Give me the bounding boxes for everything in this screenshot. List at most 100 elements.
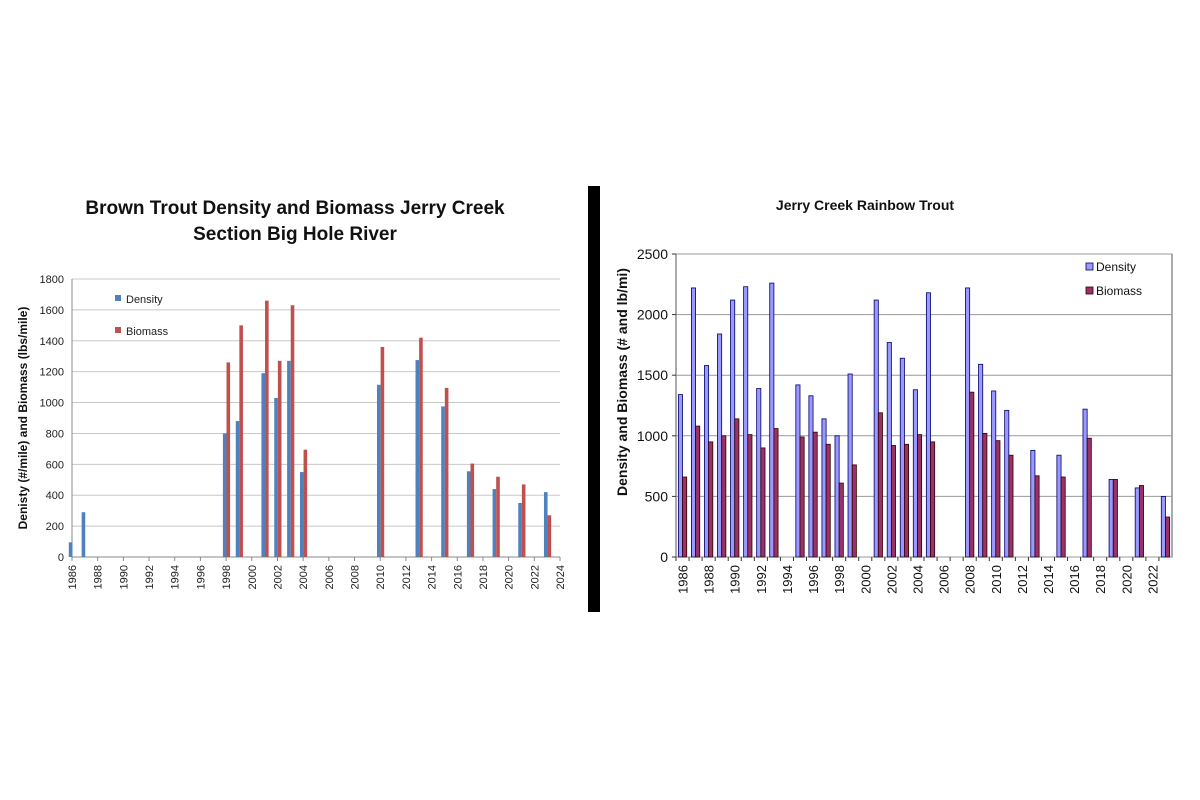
legend-label-density: Density: [1096, 260, 1136, 274]
bar-density: [1134, 487, 1140, 558]
bar-density: [235, 421, 240, 557]
bar-biomass: [760, 447, 766, 558]
brown-trout-title-line-2: Section Big Hole River: [193, 224, 397, 245]
bar-density: [795, 384, 801, 558]
y-tick-label: 500: [645, 488, 669, 504]
bar-density: [492, 489, 497, 557]
bar-biomass: [290, 305, 295, 557]
bar-biomass: [521, 484, 526, 557]
bar-density: [873, 299, 879, 558]
bar-density: [466, 471, 471, 557]
x-tick-label: 1992: [754, 565, 769, 594]
bar-density: [704, 365, 710, 558]
bar-density: [847, 373, 853, 558]
y-tick-label: 1200: [40, 367, 64, 379]
panel-divider: [588, 186, 600, 612]
bar-biomass: [930, 441, 936, 558]
x-tick-label: 1994: [780, 565, 795, 594]
bar-biomass: [1060, 476, 1066, 558]
bar-density: [518, 502, 522, 557]
x-tick-label: 2006: [937, 565, 952, 594]
x-tick-label: 2002: [884, 565, 899, 594]
bar-density: [756, 388, 762, 558]
y-tick-label: 200: [46, 521, 64, 533]
bar-biomass: [1008, 454, 1014, 558]
legend-label-biomass: Biomass: [126, 326, 169, 338]
bar-biomass: [890, 445, 896, 558]
bar-density: [415, 360, 420, 557]
bar-biomass: [380, 346, 385, 557]
bar-biomass: [708, 441, 714, 558]
y-tick-label: 1500: [637, 367, 668, 383]
x-tick-label: 1986: [676, 565, 691, 594]
bar-density: [377, 384, 381, 557]
bar-biomass: [995, 440, 1001, 558]
x-tick-label: 2010: [989, 565, 1004, 594]
bar-density: [222, 433, 227, 557]
bar-density: [730, 299, 736, 558]
x-tick-label: 2016: [1067, 565, 1082, 594]
bar-biomass: [721, 435, 727, 558]
bar-density: [299, 472, 304, 557]
bar-density: [1004, 409, 1010, 558]
bar-biomass: [419, 337, 423, 557]
bar-biomass: [239, 325, 243, 557]
bar-density: [691, 287, 696, 558]
y-tick-label: 0: [58, 552, 64, 564]
bar-density: [1108, 479, 1114, 558]
bar-biomass: [1112, 479, 1118, 558]
bar-density: [1160, 495, 1166, 558]
y-tick-label: 800: [46, 428, 64, 440]
x-tick-label: 2012: [401, 565, 413, 589]
bar-density: [1030, 449, 1036, 558]
y-tick-label: 1000: [637, 428, 668, 444]
y-tick-label: 0: [660, 549, 668, 565]
x-tick-label: 2004: [298, 565, 310, 589]
bar-biomass: [496, 476, 500, 557]
bar-biomass: [547, 515, 552, 557]
x-tick-label: 2006: [324, 565, 336, 589]
bar-biomass: [470, 463, 475, 557]
bar-biomass: [226, 362, 231, 557]
y-tick-label: 1000: [40, 398, 64, 410]
bar-density: [1082, 408, 1088, 558]
bar-density: [1056, 454, 1062, 558]
x-tick-label: 2000: [247, 565, 259, 589]
x-tick-label: 2018: [478, 565, 490, 589]
bar-density: [287, 360, 291, 557]
bar-biomass: [734, 418, 740, 558]
x-tick-label: 2016: [452, 565, 464, 589]
y-tick-label: 2500: [637, 246, 668, 262]
x-tick-label: 2002: [272, 565, 284, 589]
bar-biomass: [904, 443, 909, 558]
y-tick-label: 400: [46, 490, 64, 502]
x-tick-label: 1998: [221, 565, 233, 589]
x-tick-label: 2008: [350, 565, 362, 589]
bar-density: [743, 286, 749, 558]
x-tick-label: 2014: [1041, 565, 1056, 594]
bar-density: [991, 390, 997, 558]
bar-biomass: [969, 391, 975, 558]
y-tick-label: 2000: [637, 307, 668, 323]
bar-density: [677, 394, 683, 558]
bar-biomass: [277, 360, 282, 557]
brown-trout-chart-title: Brown Trout Density and Biomass Jerry Cr…: [60, 196, 530, 248]
legend-swatch-biomass: [1085, 286, 1094, 295]
legend-label-density: Density: [126, 294, 163, 306]
x-tick-label: 1990: [118, 565, 130, 589]
x-tick-label: 1994: [170, 565, 182, 589]
bar-biomass: [747, 434, 753, 558]
x-tick-label: 2000: [858, 565, 873, 594]
bar-density: [769, 282, 775, 558]
x-tick-label: 2020: [504, 565, 516, 589]
legend-swatch-density: [115, 295, 121, 301]
bar-density: [68, 542, 73, 557]
bar-density: [886, 342, 892, 558]
brown-trout-title-line-1: Brown Trout Density and Biomass Jerry Cr…: [85, 198, 505, 219]
y-tick-label: 600: [46, 459, 64, 471]
bar-biomass: [695, 425, 701, 558]
x-tick-label: 2024: [555, 565, 567, 589]
x-tick-label: 2004: [910, 565, 925, 594]
